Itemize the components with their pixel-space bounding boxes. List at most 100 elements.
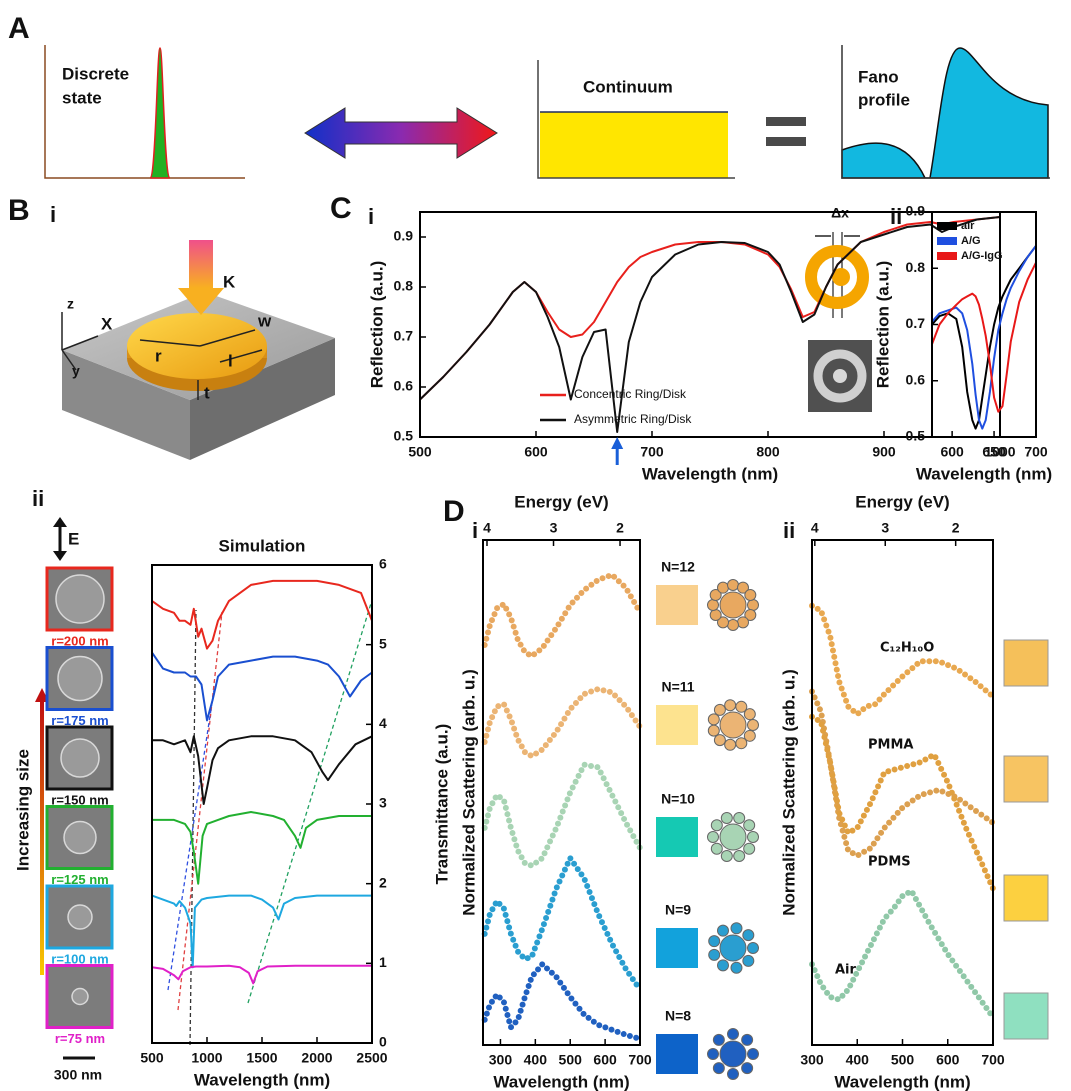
panel-label: i [368, 204, 374, 229]
satellite-particle [734, 851, 745, 862]
legend-label: N=10 [661, 791, 695, 807]
chart-title: Simulation [219, 536, 306, 555]
core-particle [720, 592, 746, 618]
satellite-particle [728, 620, 739, 631]
x-tick-label: 800 [756, 444, 780, 460]
x-tick-label: 900 [872, 444, 896, 460]
label: Fano [858, 67, 899, 86]
satellite-particle [748, 720, 759, 731]
legend-swatch [937, 222, 957, 230]
satellite-particle [709, 949, 720, 960]
satellite-particle [731, 962, 742, 973]
legend-label: A/G [961, 235, 981, 247]
series-line [932, 246, 1036, 429]
particle-icon [708, 580, 759, 631]
x-tick-label: 1500 [246, 1050, 277, 1066]
satellite-particle [743, 930, 754, 941]
panel-label: C [330, 192, 352, 225]
satellite-particle [748, 832, 759, 843]
x-tick-label: 300 [489, 1052, 513, 1068]
y-axis-label: Normalized Scattering (arb. u.) [779, 669, 798, 916]
y-tick-label: 0.9 [906, 203, 926, 219]
y-tick-label: 0.9 [394, 228, 414, 244]
particle-icon [708, 1029, 759, 1080]
plot-frame [152, 565, 372, 1043]
series-line [485, 689, 640, 756]
x2-tick-label: 2 [952, 520, 960, 536]
satellite-particle [748, 1049, 759, 1060]
satellite-particle [725, 739, 736, 750]
x-tick-label: 1000 [191, 1050, 222, 1066]
x-axis-label: Wavelength (nm) [642, 464, 778, 483]
series-line [485, 964, 640, 1039]
satellite-particle [742, 1034, 753, 1045]
satellite-particle [738, 617, 749, 628]
series-line [485, 858, 640, 989]
panel-label: D [443, 495, 465, 528]
series-line [812, 891, 993, 1017]
dimension-label: w [257, 311, 272, 330]
continuum-sketch: Continuum [538, 60, 735, 178]
x-tick-label: 500 [891, 1052, 915, 1068]
series-line [152, 812, 372, 884]
y-tick-label: 2 [379, 874, 387, 890]
panel-label: i [50, 202, 56, 227]
legend-label: Asymmetric Ring/Disk [574, 412, 692, 426]
satellite-particle [734, 812, 745, 823]
x-tick-label: 2000 [301, 1050, 332, 1066]
x2-axis-label: Energy (eV) [514, 492, 608, 511]
nanodisk-sketch: z X y K r l w t [62, 240, 335, 460]
satellite-particle [725, 700, 736, 711]
satellite-particle [728, 1069, 739, 1080]
satellite-particle [718, 960, 729, 971]
y-tick-label: 0.5 [906, 428, 926, 444]
x-tick-label: 400 [524, 1052, 548, 1068]
color-swatch [1004, 875, 1048, 921]
y-axis-label: Normalized Scattering (arb. u.) [459, 669, 478, 916]
particle-icon [709, 923, 759, 973]
color-swatch [656, 585, 698, 625]
series-line [812, 606, 993, 715]
annotation-arrowhead [611, 437, 623, 449]
satellite-particle [708, 725, 719, 736]
series-line [152, 581, 372, 649]
satellite-particle [708, 832, 719, 843]
dimension-label: l [228, 351, 233, 370]
x2-tick-label: 2 [616, 520, 624, 536]
legend-swatch [937, 252, 957, 260]
series-label: C₁₂H₁₀O [880, 641, 934, 656]
scale-label: 300 nm [54, 1067, 102, 1083]
panel-label: i [472, 518, 478, 543]
wavevector-label: K [223, 272, 236, 291]
size-arrow: Increasing size [13, 688, 49, 975]
series-label: PDMS [868, 855, 911, 870]
x-tick-label: 300 [800, 1052, 824, 1068]
y-axis-label: Reflection (a.u.) [367, 261, 386, 389]
panel-label: ii [890, 204, 902, 229]
series-label: Air [835, 963, 857, 978]
color-swatch [656, 1034, 698, 1074]
y-tick-label: 0.5 [394, 428, 414, 444]
y-tick-label: 0.7 [394, 328, 414, 344]
satellite-particle [745, 590, 756, 601]
size-label: Increasing size [13, 749, 32, 871]
y-tick-label: 4 [379, 715, 387, 731]
field-arrow: E [53, 517, 79, 561]
satellite-particle [708, 714, 719, 725]
color-swatch [656, 928, 698, 968]
axis-label: z [67, 296, 74, 312]
y-tick-label: 3 [379, 795, 387, 811]
x-axis-label: Wavelength (nm) [834, 1072, 970, 1091]
sem-disk [68, 905, 92, 929]
color-swatch [1004, 640, 1048, 686]
y-tick-label: 6 [379, 556, 387, 572]
satellite-particle [709, 936, 720, 947]
color-swatch [1004, 756, 1048, 802]
series-line [152, 966, 372, 984]
discrete-state-sketch: Discrete state [45, 45, 245, 178]
satellite-particle [711, 820, 722, 831]
series-label: PMMA [868, 738, 913, 753]
satellite-particle [748, 943, 759, 954]
satellite-particle [731, 923, 742, 934]
sem-disk [72, 989, 88, 1005]
